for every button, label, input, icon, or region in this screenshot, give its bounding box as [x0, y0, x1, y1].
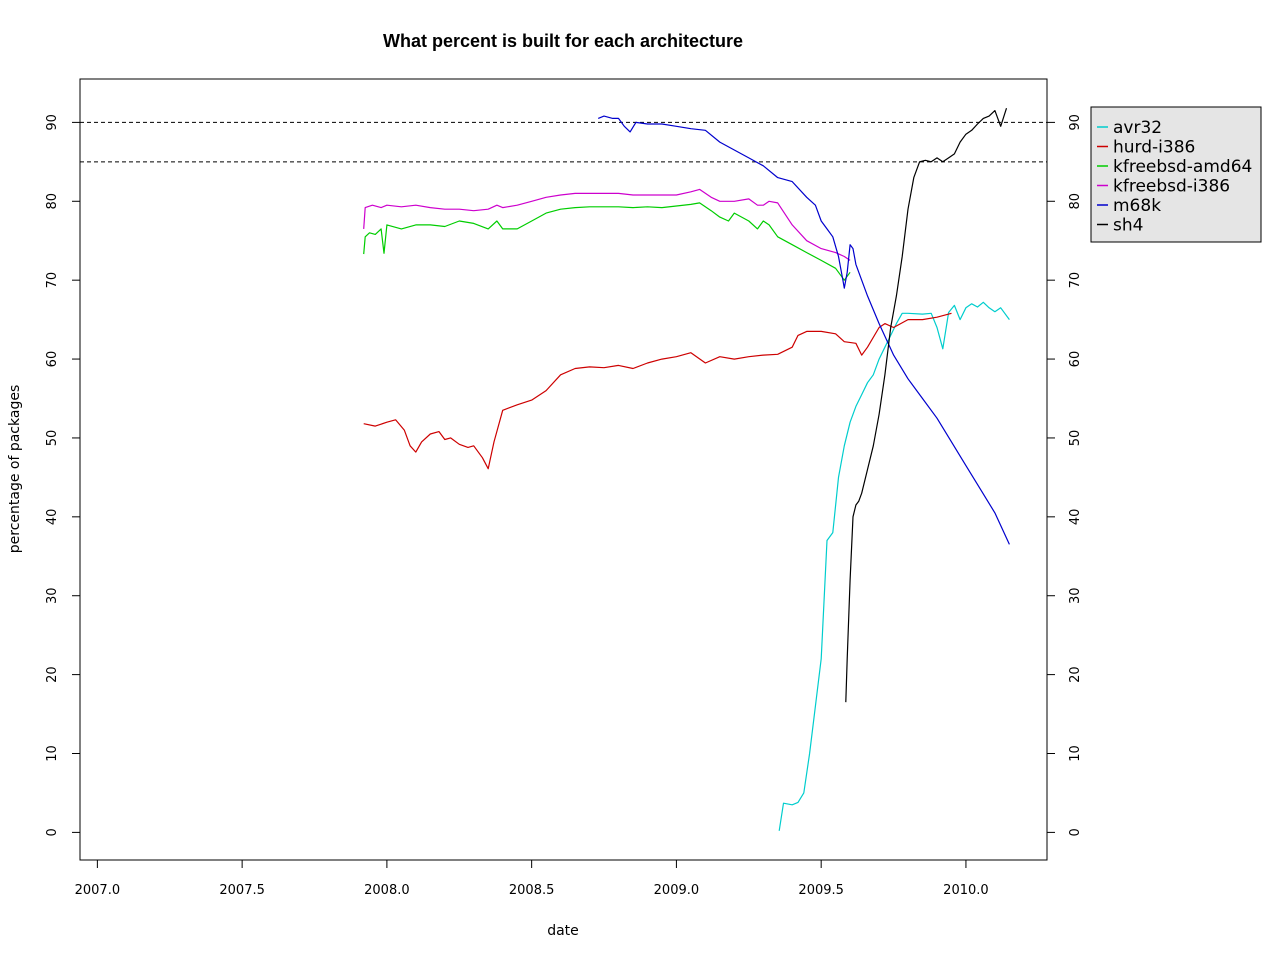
y-right-tick-label: 90: [1068, 114, 1083, 131]
x-axis: 2007.0 2007.5 2008.0 2008.5 2009.0 2009.5 2010…: [75, 859, 989, 898]
legend-label-kfreebsd-i386: kfreebsd-i386: [1113, 177, 1230, 197]
legend-label-m68k: m68k: [1113, 196, 1161, 216]
x-tick-label: 2009.5: [798, 883, 844, 898]
x-tick-label: 2007.5: [219, 883, 265, 898]
legend-label-kfreebsd-amd64: kfreebsd-amd64: [1113, 157, 1252, 177]
series-line-kfreebsd-i386: [363, 188, 851, 261]
series-line-m68k: [597, 115, 1010, 545]
y-left-tick-label: 50: [45, 430, 60, 447]
y-right-tick-label: 50: [1068, 430, 1083, 447]
y-right-tick-label: 20: [1068, 666, 1083, 683]
legend-label-hurd-i386: hurd-i386: [1113, 138, 1195, 158]
y-left-tick-label: 60: [45, 351, 60, 368]
series-line-hurd-i386: [363, 312, 952, 470]
legend-label-avr32: avr32: [1113, 118, 1162, 138]
x-tick-label: 2007.0: [75, 883, 121, 898]
legend-label-sh4: sh4: [1113, 216, 1143, 236]
y-right-tick-label: 60: [1068, 351, 1083, 368]
reference-lines: [80, 121, 1047, 163]
y-right-tick-label: 0: [1068, 828, 1083, 836]
legend: avr32hurd-i386kfreebsd-amd64kfreebsd-i38…: [1090, 106, 1262, 243]
y-right-tick-label: 30: [1068, 587, 1083, 604]
x-tick-label: 2008.5: [509, 883, 555, 898]
series-line-sh4: [845, 108, 1008, 703]
y-left-tick-label: 0: [45, 828, 60, 836]
y-right-tick-label: 40: [1068, 509, 1083, 526]
chart-title: What percent is built for each architect…: [383, 31, 743, 51]
x-axis-label: date: [547, 923, 579, 939]
y-right-tick-label: 70: [1068, 272, 1083, 289]
x-tick-label: 2009.0: [654, 883, 700, 898]
x-tick-label: 2008.0: [364, 883, 410, 898]
legend-box: [1090, 106, 1262, 243]
x-tick-label: 2010.0: [943, 883, 989, 898]
series-line-avr32: [778, 301, 1010, 831]
y-left-tick-label: 20: [45, 666, 60, 683]
y-axis-left: 0 10 20 30 40 50 60 70 80 90: [45, 114, 81, 837]
y-left-tick-label: 30: [45, 587, 60, 604]
series-line-kfreebsd-amd64: [363, 202, 851, 281]
y-left-tick-label: 40: [45, 509, 60, 526]
y-axis-right: 0 10 20 30 40 50 60 70 80 90: [1046, 114, 1083, 837]
y-right-tick-label: 80: [1068, 193, 1083, 210]
y-left-tick-label: 10: [45, 745, 60, 762]
y-left-tick-label: 90: [45, 114, 60, 131]
y-axis-label: percentage of packages: [7, 385, 23, 554]
y-right-tick-label: 10: [1068, 745, 1083, 762]
y-left-tick-label: 80: [45, 193, 60, 210]
y-left-tick-label: 70: [45, 272, 60, 289]
plot-frame: [79, 78, 1048, 861]
series-lines: [363, 108, 1010, 831]
